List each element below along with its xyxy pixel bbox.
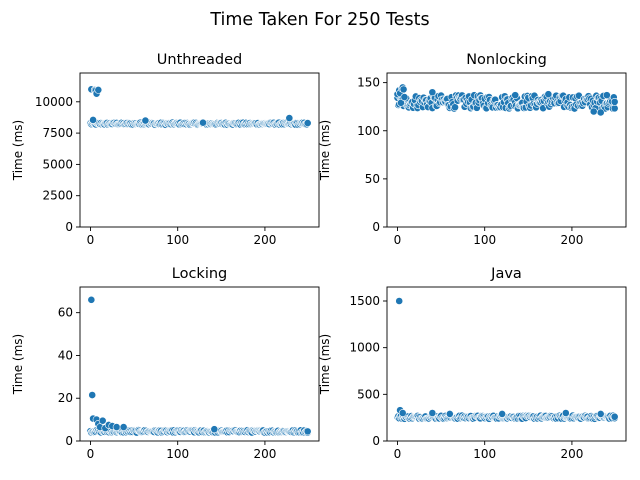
data-point	[210, 425, 219, 434]
x-tick-label: 200	[560, 233, 583, 247]
y-tick-label: 10000	[35, 95, 73, 109]
x-tick-label: 0	[394, 447, 402, 461]
data-point	[112, 423, 121, 431]
x-tick-label: 0	[394, 233, 402, 247]
data-point	[285, 114, 294, 122]
y-tick-label: 0	[372, 220, 380, 234]
x-tick-label: 100	[473, 447, 496, 461]
data-point	[610, 97, 619, 106]
scatter-points	[86, 85, 312, 129]
data-point	[94, 86, 103, 94]
y-tick-label: 2500	[42, 189, 73, 203]
y-tick-label: 0	[65, 220, 73, 234]
subplot-title: Locking	[172, 266, 228, 282]
data-point	[98, 416, 107, 425]
plot-frame	[79, 72, 320, 228]
y-tick-label: 50	[365, 172, 380, 186]
y-tick-label: 100	[357, 124, 380, 138]
data-point	[596, 410, 605, 418]
x-tick-label: 200	[253, 233, 276, 247]
data-point	[498, 410, 507, 418]
y-tick-label: 0	[372, 434, 380, 448]
data-point	[445, 410, 454, 418]
data-point	[451, 103, 459, 112]
data-point	[398, 409, 407, 417]
y-tick-label: 1500	[349, 294, 380, 308]
data-point	[87, 295, 96, 304]
scatter-points	[393, 297, 619, 423]
subplot-java: Java Time (ms) 0 100 200 0 500 1000 1500	[318, 266, 627, 461]
scatter-points	[393, 83, 619, 117]
data-point	[119, 423, 128, 431]
plot-frame	[386, 72, 627, 228]
y-tick-label: 20	[58, 391, 73, 405]
y-tick-label: 1000	[349, 341, 380, 355]
y-tick-label: 0	[65, 434, 73, 448]
subplot-nonlocking: Nonlocking Time (ms) 0 100 200 0 50 100 150	[318, 52, 627, 247]
data-point	[88, 391, 97, 399]
x-tick-label: 100	[473, 233, 496, 247]
x-tick-label: 0	[87, 233, 95, 247]
subplot-unthreaded: Unthreaded Time (ms) 0 100 200 0 2500 5000 7500 1…	[11, 52, 320, 247]
data-point	[303, 427, 312, 436]
scatter-points	[86, 295, 312, 437]
data-point	[589, 107, 598, 116]
data-point	[89, 116, 97, 124]
data-point	[544, 90, 553, 99]
y-tick-label: 150	[357, 76, 380, 90]
data-point	[395, 297, 404, 305]
x-tick-label: 200	[253, 447, 276, 461]
subplot-locking: Locking Time (ms) 0 100 200 0 20 40 60	[11, 266, 320, 461]
data-point	[602, 91, 611, 100]
y-tick-label: 60	[58, 306, 73, 320]
data-point	[199, 118, 207, 127]
data-point	[400, 93, 409, 101]
subplot-title: Nonlocking	[466, 52, 547, 68]
y-axis-label: Time (ms)	[11, 120, 25, 182]
subplot-title: Java	[490, 266, 522, 282]
y-axis-label: Time (ms)	[11, 334, 25, 396]
data-point	[596, 108, 605, 117]
plot-frame	[79, 286, 320, 442]
x-tick-label: 100	[166, 233, 189, 247]
data-point	[397, 98, 405, 107]
data-point	[511, 91, 520, 100]
x-tick-label: 200	[560, 447, 583, 461]
data-point	[303, 119, 312, 127]
data-point	[610, 412, 619, 421]
subplot-title: Unthreaded	[157, 52, 242, 68]
x-tick-label: 0	[87, 447, 95, 461]
y-tick-label: 500	[357, 387, 380, 401]
y-tick-label: 40	[58, 348, 73, 362]
data-point	[428, 88, 437, 97]
y-axis-label: Time (ms)	[318, 120, 332, 182]
x-tick-label: 100	[166, 447, 189, 461]
data-point	[561, 409, 570, 417]
data-point	[141, 116, 150, 125]
data-point	[399, 85, 408, 94]
data-point	[428, 409, 437, 417]
y-axis-label: Time (ms)	[318, 334, 332, 396]
data-point	[610, 104, 619, 113]
y-tick-label: 5000	[42, 157, 73, 171]
figure-title: Time Taken For 250 Tests	[209, 10, 429, 30]
plot-frame	[386, 286, 627, 442]
y-tick-label: 7500	[42, 126, 73, 140]
